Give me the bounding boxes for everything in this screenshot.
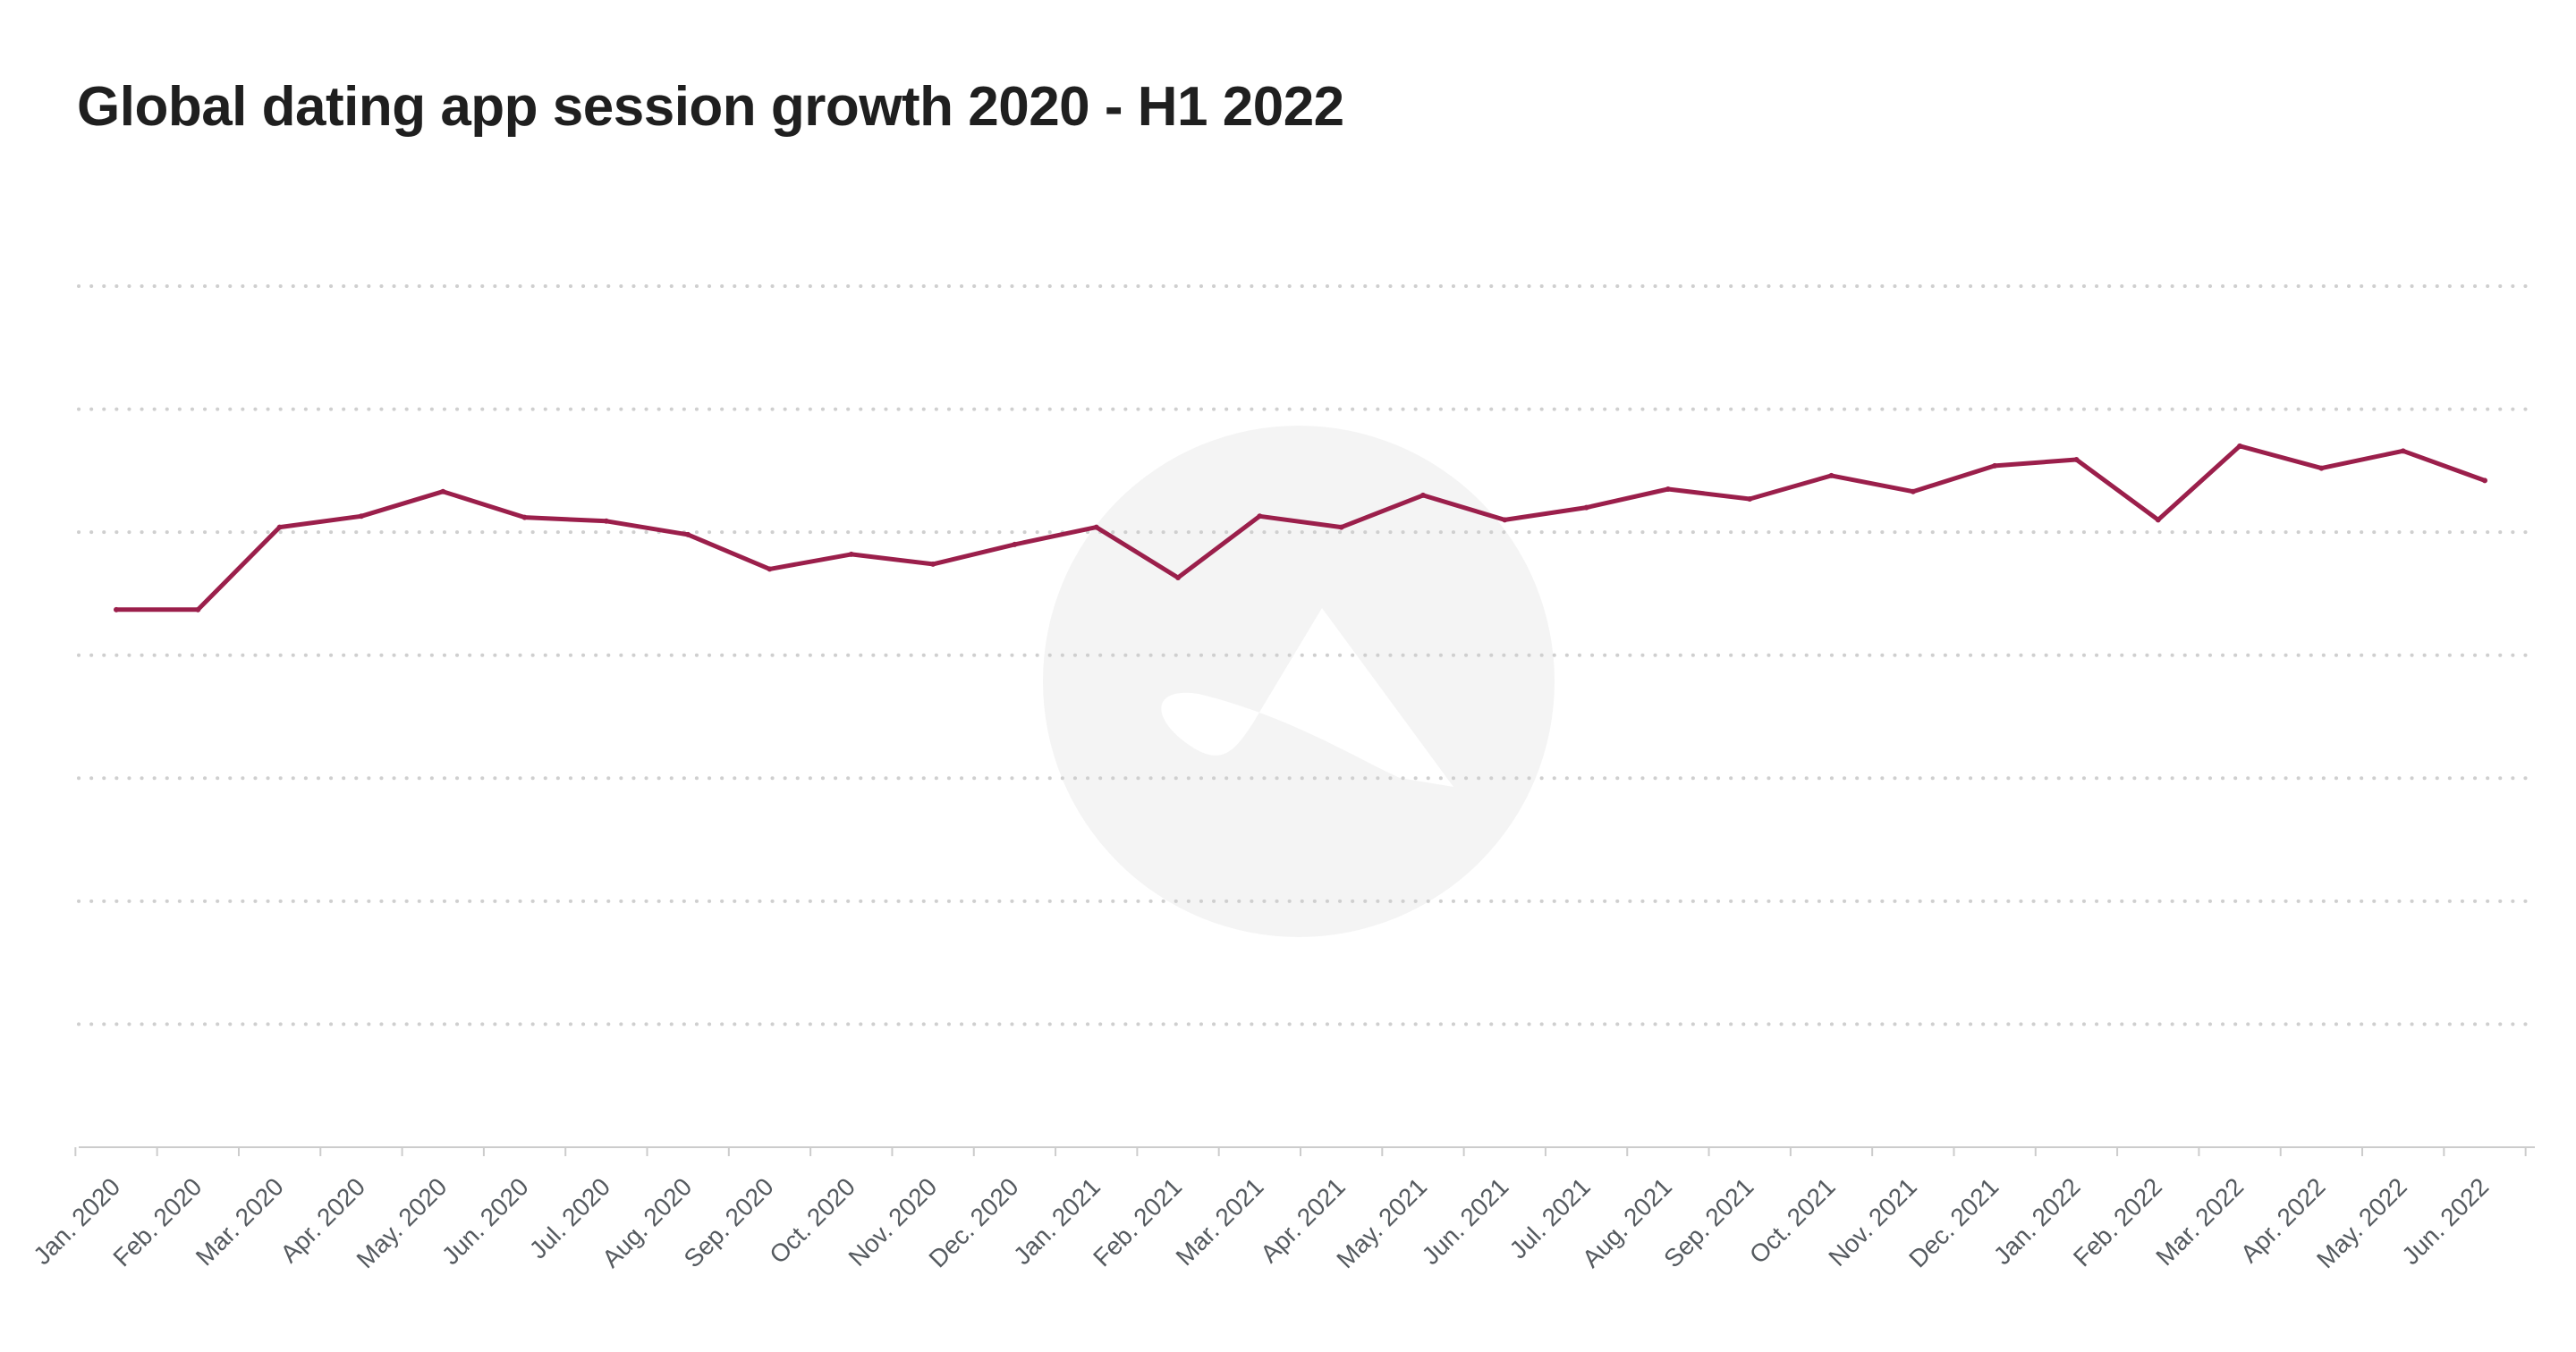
watermark-logo [1043,426,1555,937]
data-point [521,514,528,520]
data-point [1992,462,1998,469]
data-point [930,561,936,567]
series-line [114,444,2487,613]
data-point [1012,541,1018,547]
data-point [603,518,609,524]
data-point [2318,465,2325,471]
data-point [1910,488,1916,494]
data-point [848,551,854,557]
x-tick-label: Dec. 2020 [923,1172,1023,1272]
x-tick-label: May. 2022 [2311,1172,2412,1273]
data-point [685,531,691,537]
data-point [358,513,364,520]
x-tick-label: Mar. 2022 [2150,1172,2249,1271]
data-point [1175,575,1182,581]
data-point [1583,504,1589,511]
data-point [2400,448,2406,454]
data-point [2482,477,2487,484]
x-tick-label: Mar. 2021 [1171,1172,1269,1271]
data-point [2155,517,2161,523]
x-tick-label: Sep. 2021 [1658,1172,1758,1272]
data-point [2237,443,2243,449]
data-point [1419,492,1426,498]
data-point [767,566,773,572]
data-point [1747,495,1753,502]
x-tick-label: Feb. 2020 [107,1172,207,1272]
x-tick-label: Jun. 2022 [2396,1172,2494,1270]
data-point [1093,524,1099,530]
x-tick-label: Jun. 2021 [1417,1172,1514,1270]
chart-title: Global dating app session growth 2020 - … [77,76,1344,138]
x-tick-label: May. 2021 [1331,1172,1432,1273]
data-point [1828,472,1835,478]
data-point [1665,486,1671,492]
x-tick-label: May. 2020 [352,1172,453,1273]
x-tick-label: Feb. 2021 [1088,1172,1187,1272]
data-point [2073,456,2080,462]
x-tick-label: Feb. 2022 [2068,1172,2167,1272]
data-point [440,488,446,494]
x-ticks [74,1147,2527,1156]
data-point [1338,524,1344,530]
data-point [195,606,201,613]
data-points [114,443,2487,613]
data-point [1502,517,1508,523]
x-tick-label: Sep. 2020 [679,1172,779,1272]
x-tick-label: Mar. 2020 [191,1172,289,1271]
data-point [276,524,283,530]
watermark-mark [1161,608,1453,787]
data-point [1257,513,1263,520]
x-tick-label: Jun. 2020 [436,1172,534,1270]
data-point [114,606,119,613]
x-tick-label: Dec. 2021 [1903,1172,2004,1272]
